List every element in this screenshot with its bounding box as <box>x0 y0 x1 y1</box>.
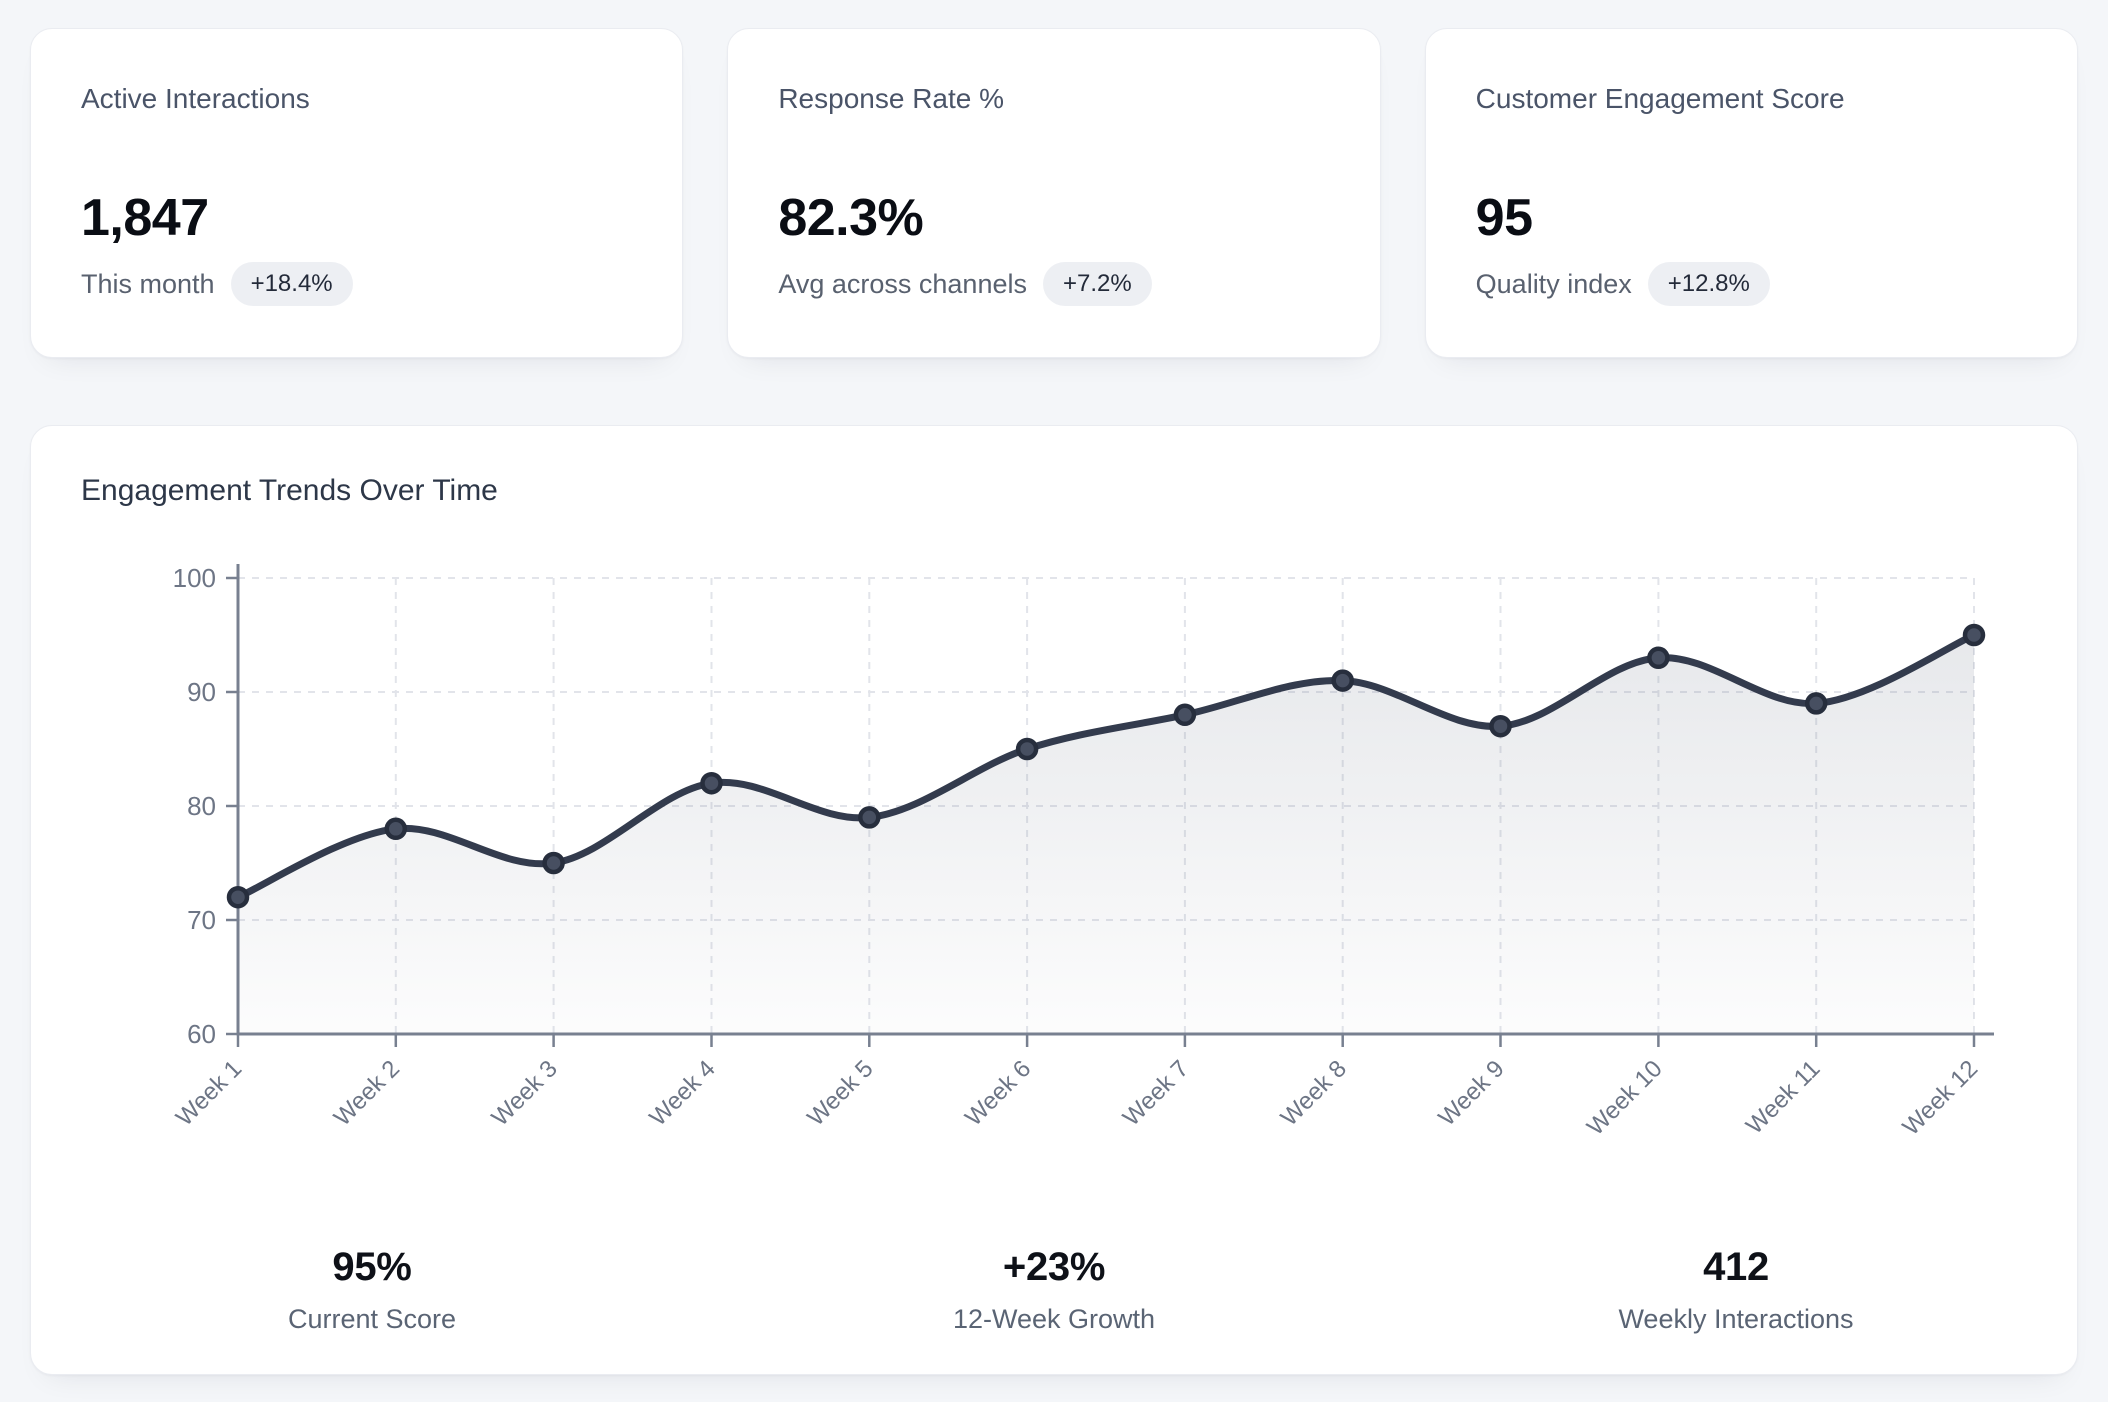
data-point-week-1[interactable] <box>226 885 250 909</box>
y-tick-label: 60 <box>187 1019 216 1049</box>
kpi-change-badge: +12.8% <box>1647 262 1770 306</box>
stat-label: Current Score <box>287 1304 457 1334</box>
x-tick-label: Week 11 <box>1741 1055 1825 1139</box>
data-point-week-7[interactable] <box>1173 703 1197 727</box>
chart-title: Engagement Trends Over Time <box>81 474 498 507</box>
kpi-subrow: Quality index +12.8% <box>1476 262 2027 306</box>
kpi-card-response-rate: Response Rate % 82.3% Avg across channel… <box>727 28 1381 358</box>
kpi-card-engagement-score: Customer Engagement Score 95 Quality ind… <box>1424 28 2078 358</box>
x-tick-label: Week 7 <box>1118 1055 1194 1131</box>
data-point-week-3[interactable] <box>542 851 565 875</box>
x-tick-label: Week 5 <box>802 1055 878 1131</box>
y-axis-labels: 60 70 80 90 100 <box>173 563 216 1049</box>
trend-line <box>234 631 1978 901</box>
data-point-week-9[interactable] <box>1489 714 1512 738</box>
data-point-week-2[interactable] <box>384 817 408 841</box>
data-point-week-11[interactable] <box>1804 692 1828 715</box>
x-tick-label: Week 9 <box>1433 1055 1509 1131</box>
data-point-week-8[interactable] <box>1331 669 1354 692</box>
kpi-subrow: Avg across channels +7.2% <box>778 262 1329 306</box>
data-point-week-10[interactable] <box>1647 646 1670 670</box>
kpi-value: 1,847 <box>81 189 209 247</box>
y-tick-label: 100 <box>173 563 216 593</box>
area-fill <box>238 635 1974 1034</box>
axes <box>226 564 1994 1047</box>
kpi-title: Customer Engagement Score <box>1475 83 1845 114</box>
stat-label: Weekly Interactions <box>1618 1304 1854 1334</box>
y-tick-label: 90 <box>187 677 216 707</box>
kpi-sublabel: This month <box>81 268 215 299</box>
x-tick-label: Week 2 <box>329 1055 405 1131</box>
x-axis-labels: Week 1 Week 2 Week 3 Week 4 Week 5 Week 6 Week… <box>171 1055 1983 1141</box>
stat-value: 95% <box>332 1245 412 1289</box>
kpi-row: Active Interactions 1,847 This month +18… <box>30 28 2078 358</box>
kpi-sublabel: Avg across channels <box>778 268 1027 299</box>
x-tick-label: Week 3 <box>487 1055 563 1131</box>
data-point-week-12[interactable] <box>1962 623 1986 647</box>
y-tick-label: 70 <box>187 905 216 935</box>
chart-stats-row: 95% Current Score +23% 12-Week Growth 41… <box>31 1244 2077 1336</box>
x-tick-label: Week 6 <box>960 1055 1036 1131</box>
kpi-sublabel: Quality index <box>1475 268 1632 299</box>
kpi-change-badge: +18.4% <box>230 262 353 306</box>
kpi-subrow: This month +18.4% <box>81 262 632 306</box>
kpi-change-badge: +7.2% <box>1042 262 1152 306</box>
data-point-week-5[interactable] <box>858 806 881 829</box>
data-points <box>226 623 1986 909</box>
x-tick-label: Week 1 <box>171 1055 247 1131</box>
x-tick-label: Week 10 <box>1582 1055 1668 1141</box>
kpi-value: 82.3% <box>778 189 924 247</box>
x-tick-label: Week 4 <box>644 1055 720 1131</box>
data-point-week-4[interactable] <box>700 771 723 795</box>
stat-label: 12-Week Growth <box>952 1304 1156 1334</box>
kpi-card-active-interactions: Active Interactions 1,847 This month +18… <box>30 28 684 358</box>
kpi-title: Active Interactions <box>81 83 310 114</box>
kpi-value: 95 <box>1475 189 1533 247</box>
x-tick-label: Week 8 <box>1276 1055 1352 1131</box>
x-tick-label: Week 12 <box>1897 1055 1983 1141</box>
stat-weekly-interactions: 412 Weekly Interactions <box>1395 1244 2077 1336</box>
y-tick-label: 80 <box>187 791 216 821</box>
data-point-week-6[interactable] <box>1015 737 1039 761</box>
stat-value: 412 <box>1703 1245 1769 1289</box>
stat-current-score: 95% Current Score <box>31 1244 713 1336</box>
stat-value: +23% <box>1002 1245 1106 1289</box>
stat-12-week-growth: +23% 12-Week Growth <box>713 1244 1395 1336</box>
engagement-trends-card: Engagement Trends Over Time 60 70 80 90 100 W… <box>30 425 2078 1375</box>
kpi-title: Response Rate % <box>778 83 1005 114</box>
